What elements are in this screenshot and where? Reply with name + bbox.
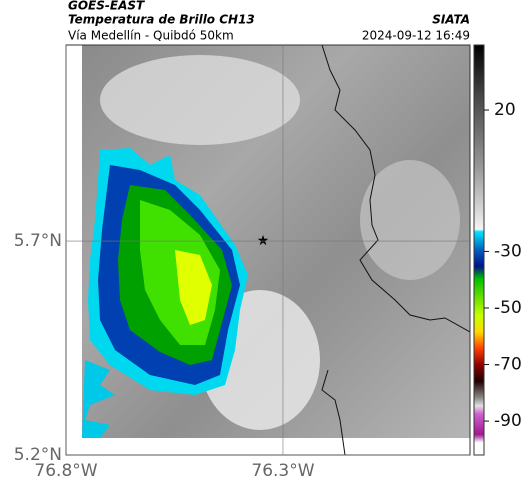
colorbar-label: 20 (494, 100, 516, 120)
timestamp: 2024-09-12 16:49 (362, 29, 470, 43)
colorbar (473, 44, 485, 456)
lon-label: 76.8°W (34, 461, 97, 481)
region: Vía Medellín - Quibdó 50km (68, 29, 234, 43)
colorbar-label: -70 (494, 355, 522, 375)
source: SIATA (432, 13, 470, 27)
lat-label: 5.7°N (14, 231, 62, 251)
colorbar-label: -50 (494, 298, 522, 318)
satellite: GOES-EAST (68, 0, 145, 13)
lat-label: 5.2°N (14, 445, 62, 465)
product: Temperatura de Brillo CH13 (68, 13, 255, 27)
lon-label: 76.3°W (251, 461, 314, 481)
colorbar-label: -30 (494, 241, 522, 261)
colorbar-label: -90 (494, 411, 522, 431)
imagery (82, 45, 470, 455)
